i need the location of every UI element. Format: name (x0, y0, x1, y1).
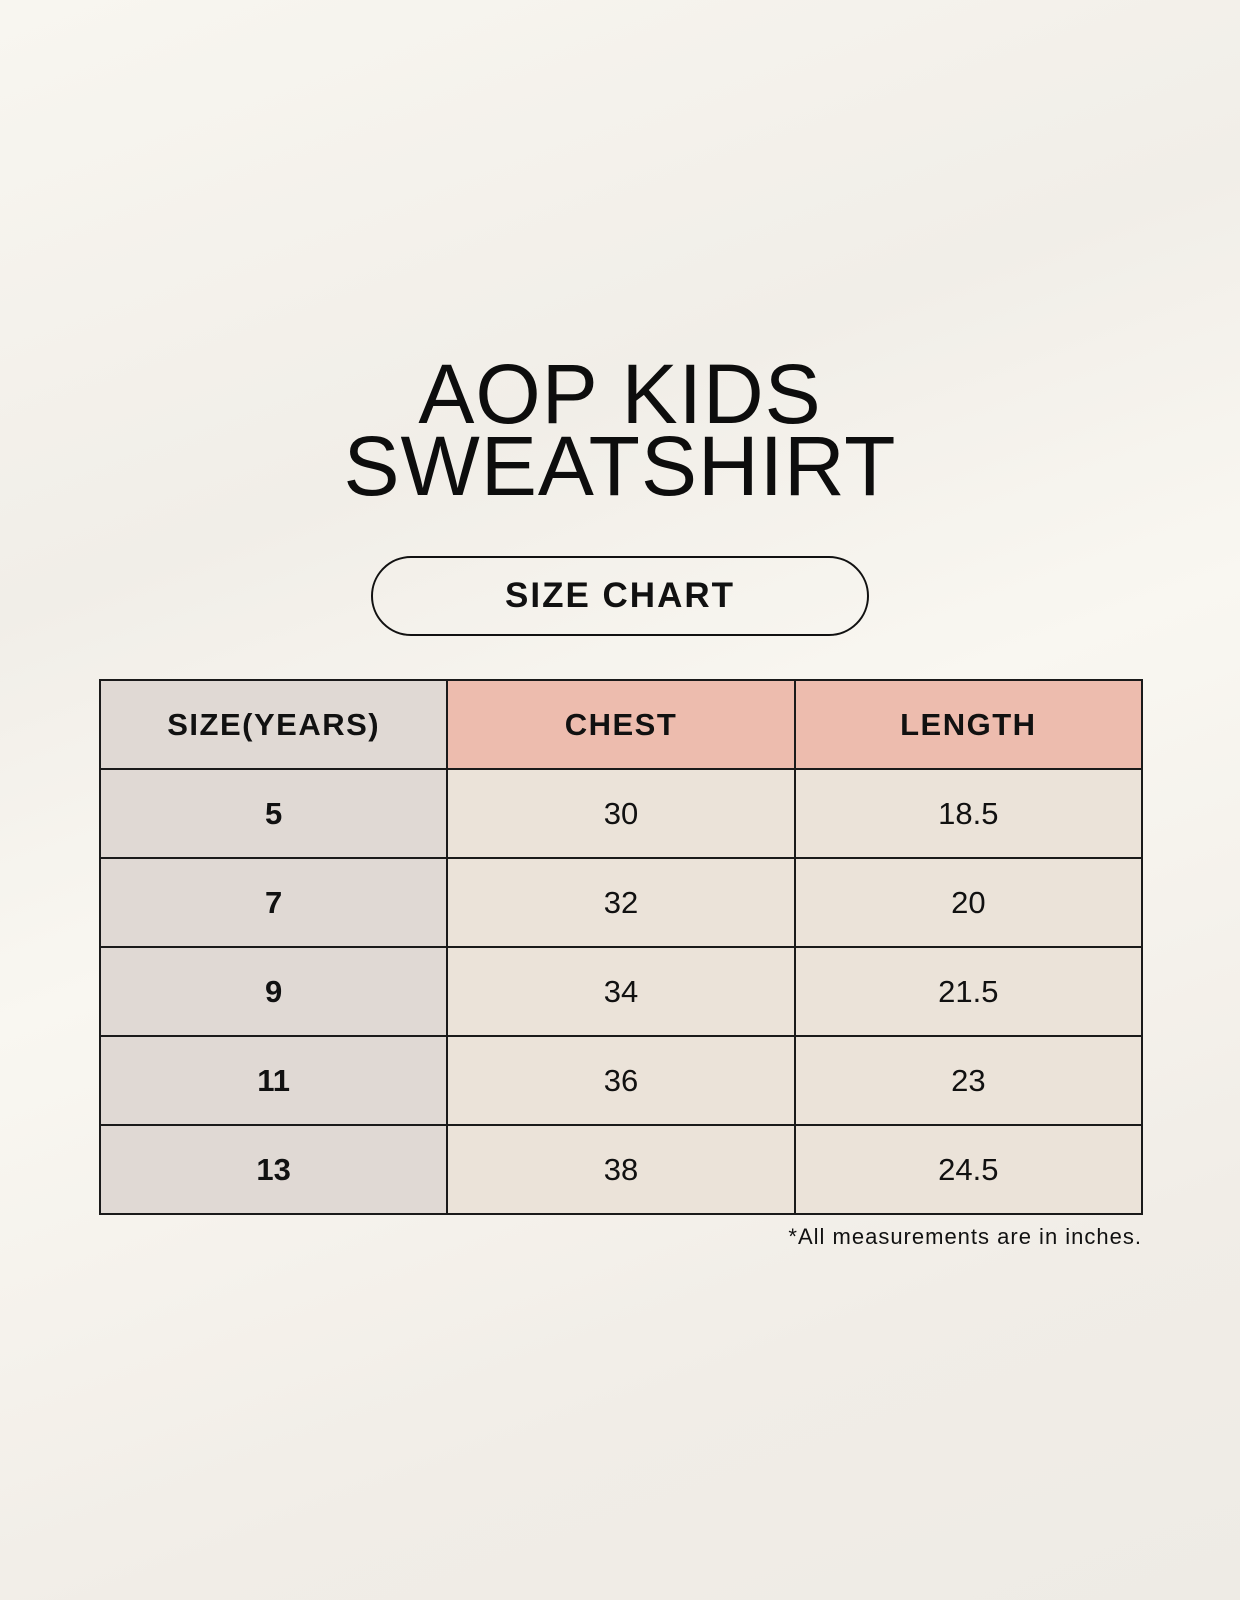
size-cell: 13 (98, 1124, 449, 1215)
header-row: SIZE(YEARS) CHEST LENGTH (98, 679, 1144, 770)
table-row: 9 34 21.5 (98, 946, 1144, 1037)
size-table: SIZE(YEARS) CHEST LENGTH 5 30 18.5 7 32 20 9… (98, 679, 1144, 1215)
table-row: 13 38 24.5 (98, 1124, 1144, 1215)
length-cell: 24.5 (793, 1124, 1144, 1215)
title-line-2: SWEATSHIRT (343, 419, 897, 513)
chest-cell: 38 (446, 1124, 796, 1215)
header-size: SIZE(YEARS) (98, 679, 449, 770)
size-cell: 11 (98, 1035, 449, 1126)
size-cell: 9 (98, 946, 449, 1037)
table-row: 5 30 18.5 (98, 768, 1144, 859)
page-title: AOP KIDS SWEATSHIRT (0, 347, 1240, 513)
header-chest: CHEST (446, 679, 796, 770)
length-cell: 20 (793, 857, 1144, 948)
size-chart-badge: SIZE CHART (371, 556, 869, 636)
chest-cell: 32 (446, 857, 796, 948)
header-length: LENGTH (793, 679, 1144, 770)
size-cell: 7 (98, 857, 449, 948)
title-line-1: AOP KIDS (418, 347, 822, 441)
measurement-note: *All measurements are in inches. (788, 1224, 1142, 1249)
size-cell: 5 (98, 768, 449, 859)
table-row: 7 32 20 (98, 857, 1144, 948)
length-cell: 18.5 (793, 768, 1144, 859)
length-cell: 21.5 (793, 946, 1144, 1037)
table-row: 11 36 23 (98, 1035, 1144, 1126)
chest-cell: 34 (446, 946, 796, 1037)
chest-cell: 36 (446, 1035, 796, 1126)
chest-cell: 30 (446, 768, 796, 859)
length-cell: 23 (793, 1035, 1144, 1126)
